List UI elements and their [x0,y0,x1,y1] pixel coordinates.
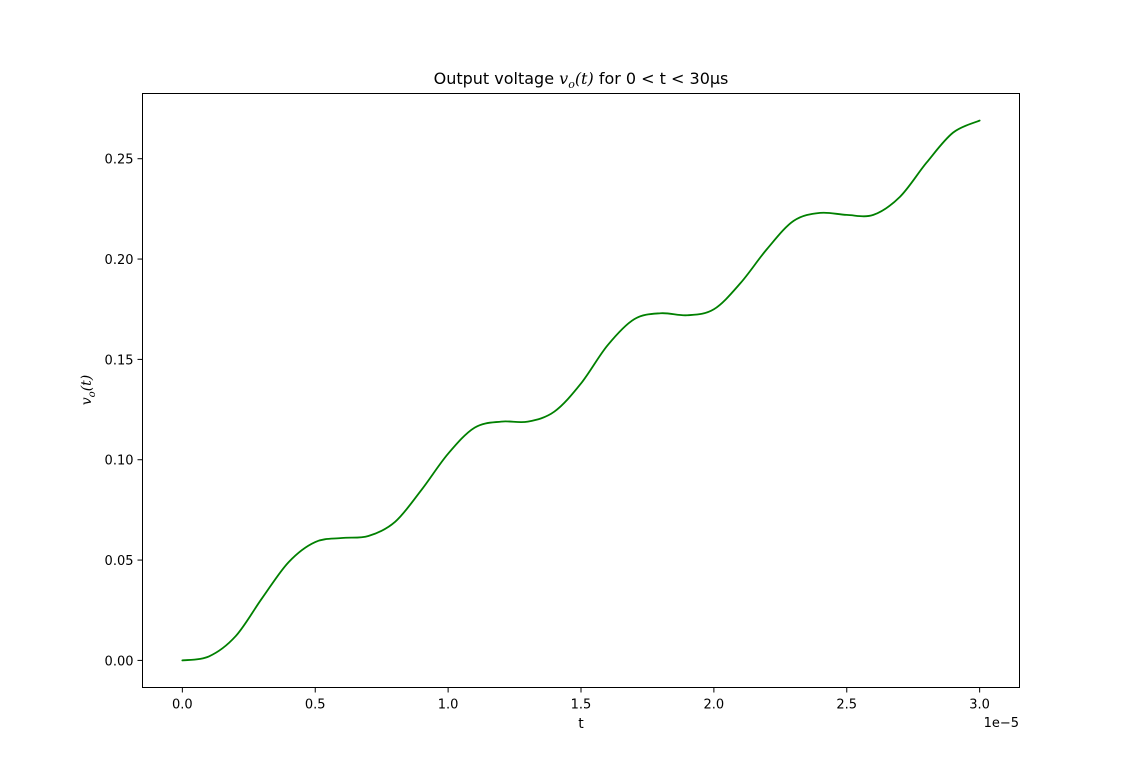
y-axis: 0.00 0.05 0.10 0.15 0.20 0.25 [105,153,143,669]
x-tick-label: 0.5 [305,698,326,713]
series-line-vo [181,119,981,662]
y-tick-label: 0.20 [105,253,134,268]
y-axis-label: vo(t) [79,375,98,406]
y-tick-label: 0.05 [105,554,134,569]
x-tick-label: 1.0 [438,698,459,713]
x-axis-label: t [578,716,584,732]
x-tick-label: 2.0 [704,698,725,713]
plot-area [142,93,1020,688]
x-offset-label: 1e−5 [984,716,1019,731]
x-tick-label: 2.5 [836,698,857,713]
x-tick-label: 0.0 [172,698,193,713]
x-tick-label: 1.5 [571,698,592,713]
y-tick-label: 0.00 [105,654,134,669]
y-tick-label: 0.10 [105,454,134,469]
x-axis: 0.0 0.5 1.0 1.5 2.0 2.5 3.0 [172,687,990,713]
chart-title: Output voltage vo(t) for 0 < t < 30μs [434,69,729,91]
x-tick-label: 3.0 [969,698,990,713]
y-tick-label: 0.25 [105,153,134,168]
series-layer [181,119,981,662]
y-tick-label: 0.15 [105,353,134,368]
